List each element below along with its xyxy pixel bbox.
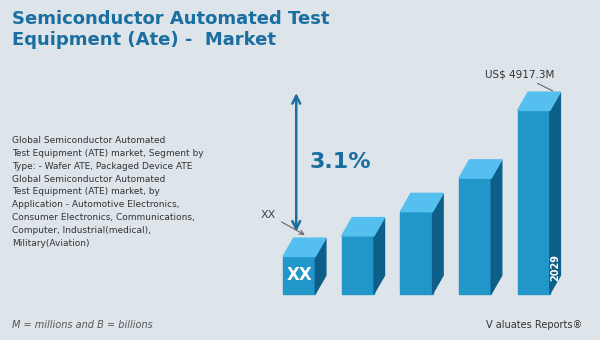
- Bar: [400, 212, 433, 294]
- Polygon shape: [518, 92, 560, 110]
- Bar: [459, 178, 491, 294]
- Text: 2029: 2029: [551, 254, 561, 281]
- Text: US$ 4917.3M: US$ 4917.3M: [485, 69, 554, 91]
- Polygon shape: [550, 92, 560, 294]
- Text: Global Semiconductor Automated
Test Equipment (ATE) market, Segment by
Type: - W: Global Semiconductor Automated Test Equi…: [12, 136, 203, 248]
- Bar: [518, 110, 550, 294]
- Text: Semiconductor Automated Test
Equipment (Ate) -  Market: Semiconductor Automated Test Equipment (…: [12, 10, 329, 49]
- Polygon shape: [433, 193, 443, 294]
- Polygon shape: [341, 218, 385, 236]
- Polygon shape: [374, 218, 385, 294]
- Polygon shape: [316, 238, 326, 294]
- Bar: [341, 236, 374, 294]
- Text: XX: XX: [261, 210, 304, 234]
- Bar: [283, 256, 316, 294]
- Text: XX: XX: [286, 266, 312, 284]
- Text: 3.1%: 3.1%: [309, 152, 371, 172]
- Polygon shape: [400, 193, 443, 212]
- Polygon shape: [459, 160, 502, 178]
- Text: M = millions and B = billions: M = millions and B = billions: [12, 320, 153, 330]
- Polygon shape: [491, 160, 502, 294]
- Text: V aluates Reports®: V aluates Reports®: [486, 320, 582, 330]
- Polygon shape: [283, 238, 326, 256]
